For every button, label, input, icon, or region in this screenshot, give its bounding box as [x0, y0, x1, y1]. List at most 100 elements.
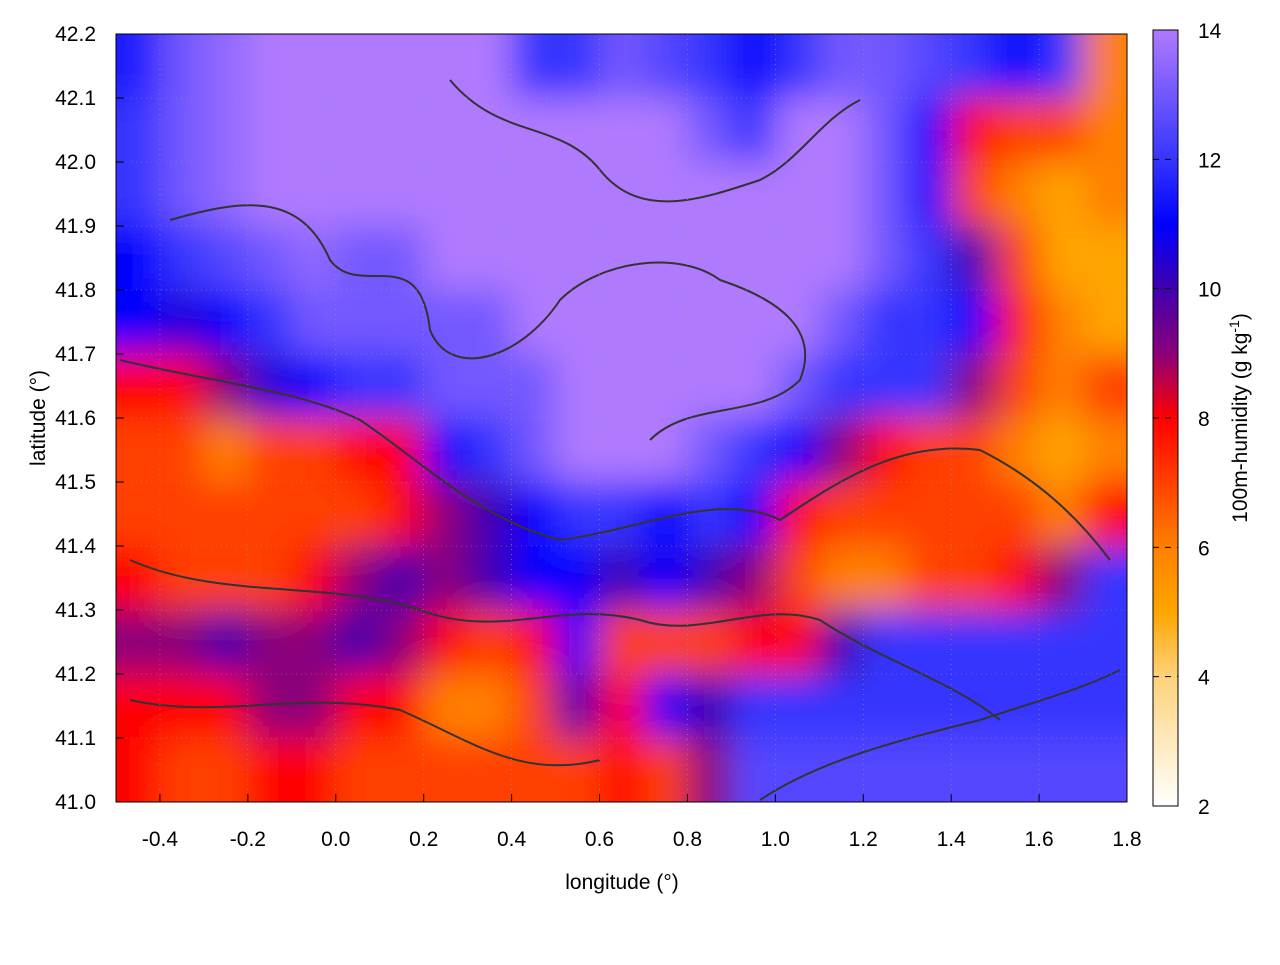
- heatmap-cell: [995, 226, 1041, 291]
- heatmap-cell: [1039, 674, 1085, 739]
- x-tick-label: 0.2: [409, 828, 438, 851]
- heatmap-cell: [335, 610, 381, 675]
- heatmap-cell: [555, 738, 601, 802]
- colorbar-tick-label: 6: [1198, 537, 1210, 560]
- heatmap-cell: [379, 354, 425, 419]
- heatmap-cell: [203, 482, 249, 547]
- x-tick-label: 0.6: [585, 828, 614, 851]
- heatmap-cell: [291, 418, 337, 483]
- x-tick-label: 0.4: [497, 828, 527, 851]
- heatmap-cell: [687, 98, 733, 163]
- heatmap-cell: [819, 226, 865, 291]
- heatmap-cell: [599, 162, 645, 227]
- heatmap-cell: [555, 98, 601, 163]
- heatmap-cell: [423, 226, 469, 291]
- heatmap-cell: [907, 226, 953, 291]
- heatmap-cell: [907, 354, 953, 419]
- heatmap-cell: [203, 546, 249, 611]
- heatmap-cell: [599, 354, 645, 419]
- heatmap-cell: [1039, 290, 1085, 355]
- heatmap-cell: [335, 290, 381, 355]
- heatmap-cell: [995, 418, 1041, 483]
- heatmap-cell: [599, 674, 645, 739]
- heatmap-cell: [291, 610, 337, 675]
- heatmap-cell: [643, 738, 689, 802]
- heatmap-cell: [599, 546, 645, 611]
- heatmap-cell: [819, 738, 865, 802]
- heatmap-cell: [335, 418, 381, 483]
- heatmap-cell: [819, 290, 865, 355]
- heatmap-cell: [995, 610, 1041, 675]
- heatmap-cell: [511, 34, 557, 99]
- heatmap-cell: [687, 738, 733, 802]
- heatmap-cell: [511, 354, 557, 419]
- heatmap-cell: [379, 674, 425, 739]
- x-tick-label: 1.8: [1112, 828, 1141, 851]
- heatmap-cell: [687, 226, 733, 291]
- heatmap-cell: [203, 354, 249, 419]
- heatmap-cell: [951, 482, 997, 547]
- heatmap-cell: [379, 610, 425, 675]
- heatmap-cell: [819, 34, 865, 99]
- heatmap-cell: [687, 482, 733, 547]
- contour-line: [129, 559, 1001, 721]
- heatmap-cell: [159, 610, 205, 675]
- heatmap-cell: [819, 162, 865, 227]
- heatmap-cell: [995, 98, 1041, 163]
- heatmap-cell: [863, 610, 909, 675]
- heatmap-cell: [203, 290, 249, 355]
- heatmap-cell: [863, 98, 909, 163]
- contour-line: [759, 669, 1121, 801]
- heatmap-cell: [423, 418, 469, 483]
- heatmap-cell: [643, 674, 689, 739]
- x-axis-label: longitude (°): [565, 871, 678, 894]
- heatmap-cell: [203, 162, 249, 227]
- heatmap-cell: [291, 546, 337, 611]
- heatmap-cell: [599, 482, 645, 547]
- heatmap-cell: [423, 98, 469, 163]
- heatmap-cell: [1083, 290, 1127, 355]
- heatmap-cell: [907, 546, 953, 611]
- heatmap-cell: [731, 674, 777, 739]
- heatmap-cell: [863, 354, 909, 419]
- heatmap-cell: [203, 98, 249, 163]
- heatmap-cell: [379, 546, 425, 611]
- heatmap-cell: [247, 738, 293, 802]
- heatmap-cell: [907, 98, 953, 163]
- heatmap-cell: [951, 610, 997, 675]
- y-tick-label: 41.6: [55, 407, 96, 430]
- heatmap-cell: [116, 674, 161, 739]
- y-axis-label: latitude (°): [27, 370, 50, 466]
- heatmap-cell: [643, 290, 689, 355]
- heatmap-cell: [643, 546, 689, 611]
- heatmap-cell: [203, 418, 249, 483]
- heatmap-cell: [159, 418, 205, 483]
- heatmap-cell: [995, 354, 1041, 419]
- heatmap-cell: [379, 738, 425, 802]
- contour-line: [119, 359, 1111, 561]
- heatmap-cell: [731, 226, 777, 291]
- heatmap-cell: [1039, 738, 1085, 802]
- heatmap-cell: [687, 674, 733, 739]
- contour-line: [449, 79, 861, 203]
- heatmap-cell: [687, 290, 733, 355]
- heatmap-cell: [467, 674, 513, 739]
- heatmap-cell: [203, 738, 249, 802]
- heatmap-cell: [247, 482, 293, 547]
- heatmap-cell: [159, 546, 205, 611]
- heatmap-cell: [599, 34, 645, 99]
- heatmap-cell: [951, 34, 997, 99]
- heatmap-cell: [995, 546, 1041, 611]
- heatmap-cell: [907, 34, 953, 99]
- heatmap-cell: [335, 162, 381, 227]
- heatmap-cell: [555, 610, 601, 675]
- heatmap-cell: [335, 482, 381, 547]
- heatmap-cell: [511, 610, 557, 675]
- heatmap-cell: [1083, 226, 1127, 291]
- heatmap-cell: [291, 162, 337, 227]
- contour-lines: [119, 79, 1121, 801]
- heatmap-cell: [116, 738, 161, 802]
- heatmap-cell: [599, 290, 645, 355]
- heatmap-cell: [1039, 98, 1085, 163]
- heatmap-cell: [335, 738, 381, 802]
